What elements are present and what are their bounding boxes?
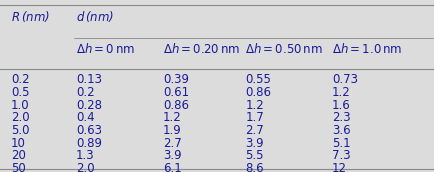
Text: 0.55: 0.55 (245, 73, 271, 86)
Text: $\Delta h = 0.50\,$nm: $\Delta h = 0.50\,$nm (245, 42, 323, 56)
Text: 20: 20 (11, 149, 26, 163)
Text: 0.2: 0.2 (11, 73, 30, 86)
Text: 8.6: 8.6 (245, 162, 264, 172)
Text: 1.9: 1.9 (163, 124, 181, 137)
Text: 2.7: 2.7 (163, 137, 181, 150)
Text: $d\,$(nm): $d\,$(nm) (76, 9, 114, 24)
Text: 0.63: 0.63 (76, 124, 102, 137)
Text: 3.9: 3.9 (245, 137, 264, 150)
Text: 12: 12 (332, 162, 347, 172)
Text: 7.3: 7.3 (332, 149, 351, 163)
Text: $\Delta h = 0.20\,$nm: $\Delta h = 0.20\,$nm (163, 42, 240, 56)
Text: 0.86: 0.86 (163, 99, 189, 112)
Text: 0.28: 0.28 (76, 99, 102, 112)
Text: 1.7: 1.7 (245, 111, 264, 124)
Text: 50: 50 (11, 162, 26, 172)
Text: 0.5: 0.5 (11, 86, 30, 99)
Text: $\Delta h = 1.0\,$nm: $\Delta h = 1.0\,$nm (332, 42, 402, 56)
Text: 0.13: 0.13 (76, 73, 102, 86)
Text: 1.2: 1.2 (245, 99, 264, 112)
Text: 2.0: 2.0 (76, 162, 95, 172)
Text: 10: 10 (11, 137, 26, 150)
Text: 1.0: 1.0 (11, 99, 30, 112)
Text: 0.86: 0.86 (245, 86, 271, 99)
Text: 1.2: 1.2 (163, 111, 181, 124)
Text: 1.3: 1.3 (76, 149, 95, 163)
Text: 2.7: 2.7 (245, 124, 264, 137)
Text: 5.0: 5.0 (11, 124, 30, 137)
Text: 3.9: 3.9 (163, 149, 181, 163)
Text: 1.6: 1.6 (332, 99, 351, 112)
Text: $R\,$(nm): $R\,$(nm) (11, 9, 50, 24)
Text: 1.2: 1.2 (332, 86, 351, 99)
Text: 2.3: 2.3 (332, 111, 351, 124)
Text: $\Delta h = 0\,$nm: $\Delta h = 0\,$nm (76, 42, 135, 56)
Text: 3.6: 3.6 (332, 124, 351, 137)
Text: 6.1: 6.1 (163, 162, 181, 172)
Text: 0.89: 0.89 (76, 137, 102, 150)
Text: 5.1: 5.1 (332, 137, 351, 150)
Text: 0.4: 0.4 (76, 111, 95, 124)
Text: 0.73: 0.73 (332, 73, 358, 86)
Text: 2.0: 2.0 (11, 111, 30, 124)
Text: 0.2: 0.2 (76, 86, 95, 99)
Text: 0.61: 0.61 (163, 86, 189, 99)
Text: 0.39: 0.39 (163, 73, 189, 86)
Text: 5.5: 5.5 (245, 149, 264, 163)
